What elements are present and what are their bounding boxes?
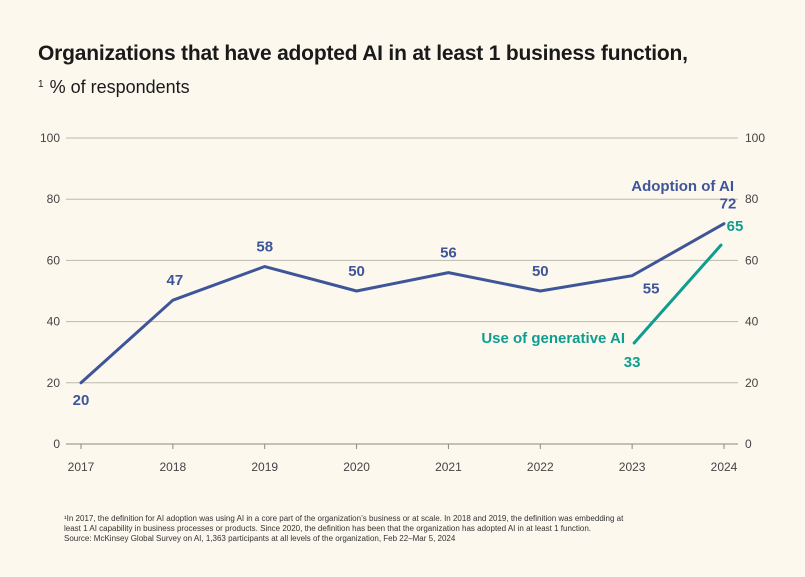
x-tick-2017: 2017 bbox=[68, 460, 95, 474]
y-tick-left-60: 60 bbox=[47, 253, 61, 267]
y-tick-right-100: 100 bbox=[745, 131, 765, 145]
y-tick-right-80: 80 bbox=[745, 192, 759, 206]
data-label-adoption-2023: 55 bbox=[643, 281, 660, 298]
data-label-adoption-2024: 72 bbox=[720, 196, 737, 213]
y-tick-right-0: 0 bbox=[745, 437, 752, 451]
x-tick-2019: 2019 bbox=[251, 460, 278, 474]
x-tick-2021: 2021 bbox=[435, 460, 462, 474]
x-tick-2023: 2023 bbox=[619, 460, 646, 474]
y-tick-left-20: 20 bbox=[47, 376, 61, 390]
y-tick-right-60: 60 bbox=[745, 253, 759, 267]
data-label-generative-2023: 33 bbox=[624, 354, 641, 371]
series-label-adoption-of-ai: Adoption of AI bbox=[631, 178, 734, 195]
data-label-adoption-2017: 20 bbox=[73, 392, 90, 409]
data-label-generative-2024: 65 bbox=[727, 218, 744, 235]
x-tick-2022: 2022 bbox=[527, 460, 554, 474]
footnote: ¹In 2017, the definition for AI adoption… bbox=[64, 514, 764, 544]
chart-subtitle: 1 % of respondents bbox=[38, 77, 190, 98]
footnote-line-3: Source: McKinsey Global Survey on AI, 1,… bbox=[64, 534, 456, 543]
footnote-marker: 1 bbox=[38, 79, 44, 90]
x-tick-2018: 2018 bbox=[160, 460, 187, 474]
data-label-adoption-2021: 56 bbox=[440, 245, 457, 262]
y-tick-left-100: 100 bbox=[40, 131, 60, 145]
x-tick-2024: 2024 bbox=[711, 460, 738, 474]
y-tick-right-20: 20 bbox=[745, 376, 759, 390]
chart-title: Organizations that have adopted AI in at… bbox=[38, 42, 688, 65]
series-label-use-of-generative-ai: Use of generative AI bbox=[481, 330, 625, 347]
footnote-line-1: ¹In 2017, the definition for AI adoption… bbox=[64, 514, 624, 523]
data-label-adoption-2020: 50 bbox=[348, 263, 365, 280]
data-label-adoption-2019: 58 bbox=[256, 239, 273, 256]
data-label-adoption-2018: 47 bbox=[167, 272, 184, 289]
y-tick-left-0: 0 bbox=[53, 437, 60, 451]
footnote-line-2: least 1 AI capability in business proces… bbox=[64, 524, 592, 533]
subtitle-text: % of respondents bbox=[49, 77, 190, 97]
series-line-adoption-of-ai bbox=[79, 222, 726, 385]
data-label-adoption-2022: 50 bbox=[532, 263, 549, 280]
y-tick-right-40: 40 bbox=[745, 315, 759, 329]
y-tick-left-80: 80 bbox=[47, 192, 61, 206]
x-tick-2020: 2020 bbox=[343, 460, 370, 474]
series-line-use-of-generative-ai bbox=[632, 243, 723, 345]
y-tick-left-40: 40 bbox=[47, 315, 61, 329]
